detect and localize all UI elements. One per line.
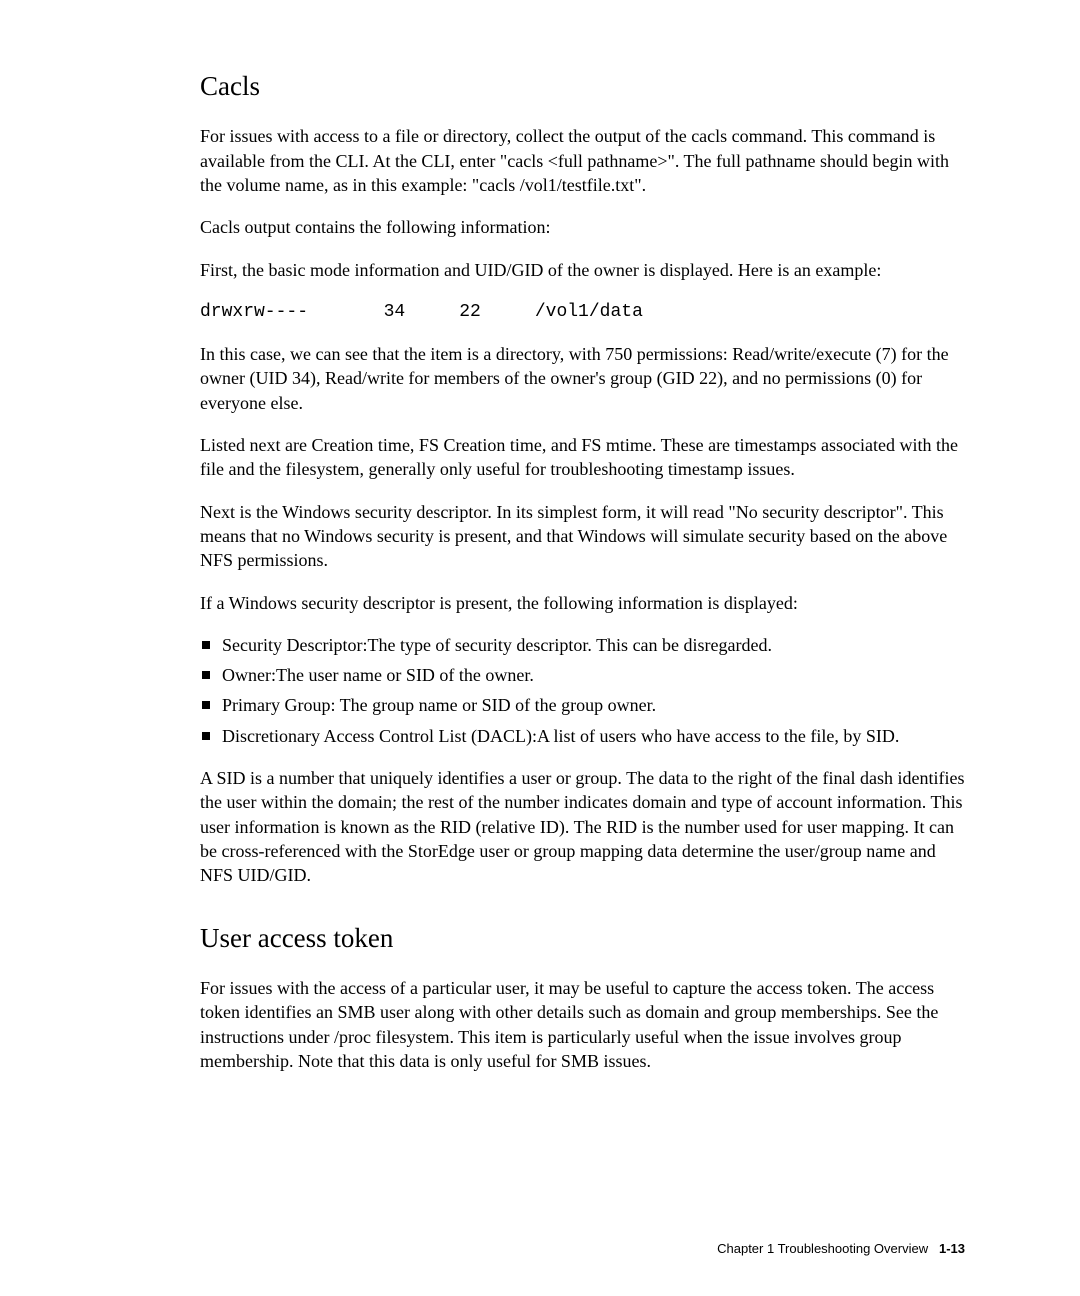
paragraph: Next is the Windows security descriptor.… [200, 500, 965, 573]
paragraph: First, the basic mode information and UI… [200, 258, 965, 282]
paragraph: For issues with access to a file or dire… [200, 124, 965, 197]
bullet-list: Security Descriptor:The type of security… [200, 633, 965, 748]
paragraph: Listed next are Creation time, FS Creati… [200, 433, 965, 482]
document-page: Cacls For issues with access to a file o… [0, 0, 1080, 1296]
paragraph: In this case, we can see that the item i… [200, 342, 965, 415]
page-footer: Chapter 1 Troubleshooting Overview 1-13 [717, 1241, 965, 1256]
list-item: Security Descriptor:The type of security… [200, 633, 965, 657]
paragraph: If a Windows security descriptor is pres… [200, 591, 965, 615]
heading-cacls: Cacls [200, 70, 965, 102]
list-item: Discretionary Access Control List (DACL)… [200, 724, 965, 748]
code-block: drwxrw---- 34 22 /vol1/data [200, 300, 965, 324]
paragraph: For issues with the access of a particul… [200, 976, 965, 1073]
paragraph: Cacls output contains the following info… [200, 215, 965, 239]
page-number: 1-13 [939, 1241, 965, 1256]
list-item: Primary Group: The group name or SID of … [200, 693, 965, 717]
list-item: Owner:The user name or SID of the owner. [200, 663, 965, 687]
heading-user-access-token: User access token [200, 922, 965, 954]
footer-text: Chapter 1 Troubleshooting Overview [717, 1241, 928, 1256]
paragraph: A SID is a number that uniquely identifi… [200, 766, 965, 887]
